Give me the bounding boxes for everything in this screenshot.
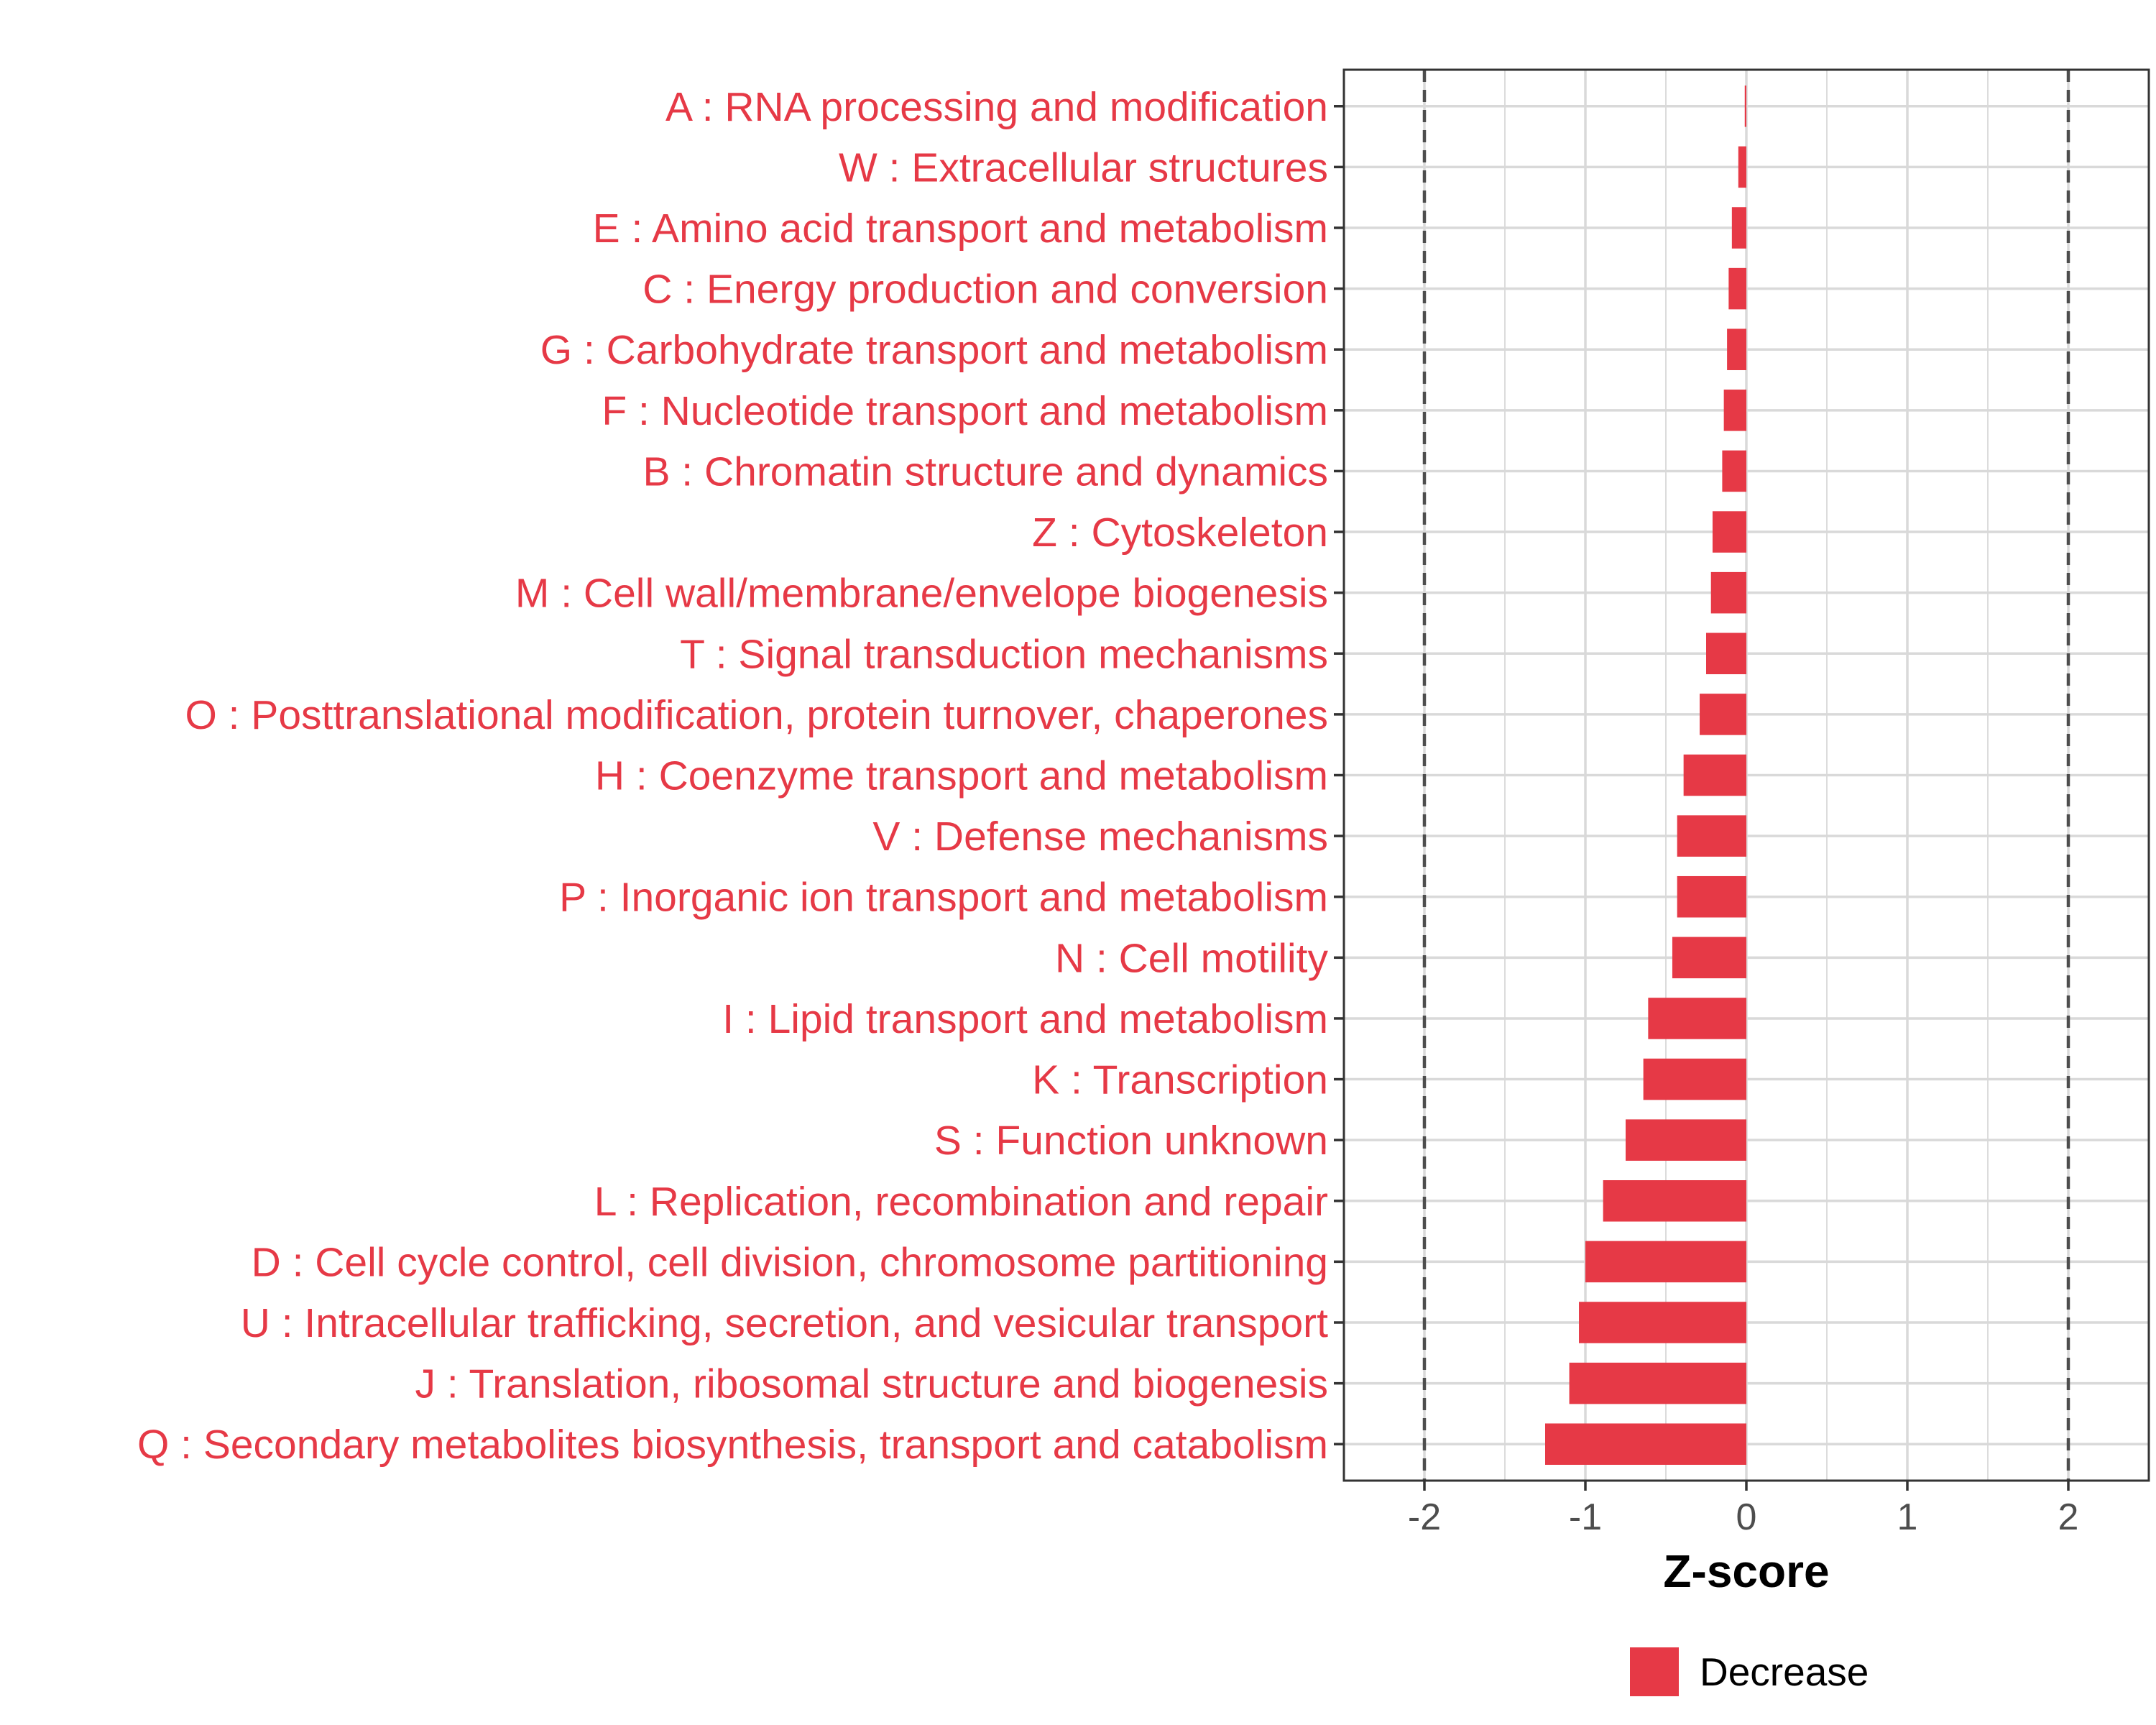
reference-lines [1422, 70, 2070, 1481]
category-label: A : RNA processing and modification [665, 84, 1328, 130]
category-label: N : Cell motility [1055, 935, 1329, 981]
category-label: U : Intracellular trafficking, secretion… [241, 1300, 1328, 1346]
bar [1744, 85, 1746, 127]
category-label: L : Replication, recombination and repai… [594, 1179, 1328, 1225]
legend-swatch-decrease [1630, 1647, 1679, 1696]
category-label: M : Cell wall/membrane/envelope biogenes… [515, 571, 1328, 617]
legend-label-decrease: Decrease [1700, 1650, 1869, 1694]
category-label: P : Inorganic ion transport and metaboli… [559, 875, 1328, 921]
x-tick-label: 2 [2058, 1496, 2079, 1538]
bar [1626, 1119, 1746, 1161]
bar [1728, 267, 1746, 310]
category-label: I : Lipid transport and metabolism [722, 996, 1328, 1042]
bars [1545, 85, 1746, 1466]
category-label: H : Coenzyme transport and metabolism [595, 753, 1328, 799]
category-label: J : Translation, ribosomal structure and… [415, 1361, 1328, 1407]
category-label: D : Cell cycle control, cell division, c… [252, 1239, 1328, 1285]
bar [1700, 694, 1746, 735]
category-label: E : Amino acid transport and metabolism [593, 206, 1328, 252]
category-label: Z : Cytoskeleton [1032, 510, 1328, 556]
category-label: O : Posttranslational modification, prot… [185, 692, 1328, 738]
category-label: B : Chromatin structure and dynamics [642, 448, 1328, 494]
bar [1677, 815, 1746, 857]
bar [1579, 1302, 1746, 1343]
bar [1672, 937, 1746, 979]
bar [1727, 328, 1746, 370]
category-label: V : Defense mechanisms [872, 814, 1328, 860]
category-label: T : Signal transduction mechanisms [680, 631, 1328, 677]
x-tick-label: 0 [1736, 1496, 1757, 1538]
bar [1648, 998, 1746, 1039]
bar [1710, 571, 1746, 614]
bar [1723, 390, 1746, 431]
bar [1712, 511, 1746, 553]
bar [1603, 1180, 1746, 1222]
category-label: W : Extracellular structures [839, 144, 1328, 190]
x-axis-title: Z-score [1663, 1545, 1829, 1597]
bar [1731, 207, 1746, 249]
category-label: Q : Secondary metabolites biosynthesis, … [137, 1422, 1328, 1468]
category-label: G : Carbohydrate transport and metabolis… [540, 327, 1328, 373]
bar [1569, 1362, 1746, 1404]
bar [1643, 1058, 1746, 1100]
x-tick-label: -2 [1408, 1496, 1441, 1538]
bar [1683, 754, 1746, 796]
bar [1585, 1241, 1746, 1283]
y-axis-category-labels: A : RNA processing and modification W : E… [137, 84, 1329, 1468]
bar [1738, 146, 1746, 188]
bar [1722, 450, 1746, 492]
bar [1545, 1423, 1746, 1466]
bar [1677, 875, 1746, 918]
bar [1706, 632, 1746, 675]
category-label: S : Function unknown [934, 1118, 1328, 1164]
x-axis-ticks [1423, 1481, 2070, 1491]
y-axis-ticks [1334, 105, 1344, 1445]
category-label: C : Energy production and conversion [642, 267, 1328, 313]
category-label: F : Nucleotide transport and metabolism [602, 388, 1328, 434]
x-tick-label: 1 [1897, 1496, 1918, 1538]
x-tick-label: -1 [1569, 1496, 1602, 1538]
x-axis-tick-labels: -2 -1 0 1 2 [1408, 1496, 2079, 1538]
category-label: K : Transcription [1032, 1057, 1328, 1103]
